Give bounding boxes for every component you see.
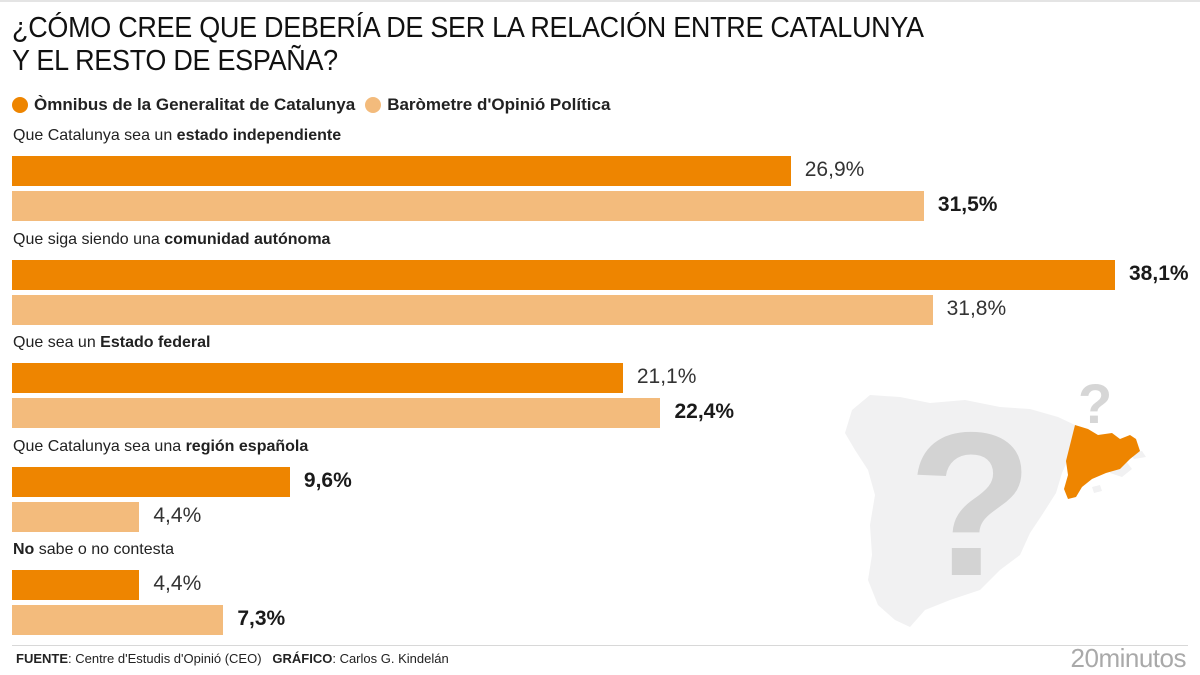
data-label: 31,5% — [937, 193, 998, 216]
chart-title: ¿CÓMO CREE QUE DEBERÍA DE SER LA RELACIÓ… — [12, 12, 1035, 78]
legend: Òmnibus de la Generalitat de Catalunya B… — [12, 95, 620, 115]
chart-title-line-2: Y EL RESTO DE ESPAÑA? — [12, 45, 338, 77]
category-label: Que Catalunya sea una región española — [13, 437, 309, 455]
spain-map-base — [845, 395, 1075, 627]
footer-divider — [12, 645, 1188, 646]
data-label: 7,3% — [237, 607, 286, 630]
bar-barometre — [12, 191, 924, 221]
source-label: FUENTE — [16, 651, 68, 666]
data-label: 22,4% — [674, 400, 735, 423]
bar-omnibus — [12, 259, 1115, 290]
bar-barometre — [12, 294, 933, 325]
bar-barometre — [12, 605, 224, 635]
graphic-label: GRÁFICO — [272, 651, 333, 666]
data-label: 26,9% — [804, 158, 865, 181]
balearic-islands — [1092, 451, 1146, 493]
bar-omnibus — [12, 466, 290, 497]
chart-title-line-1: ¿CÓMO CREE QUE DEBERÍA DE SER LA RELACIÓ… — [12, 12, 924, 44]
data-label: 38,1% — [1129, 261, 1189, 285]
data-label: 4,4% — [153, 503, 202, 527]
bar-omnibus — [12, 156, 791, 186]
brand-logo: 20minutos — [1070, 643, 1187, 673]
legend-item-barometre: Baròmetre d'Opinió Política — [365, 95, 610, 115]
data-label: 9,6% — [303, 468, 352, 492]
legend-swatch-omnibus — [12, 97, 28, 113]
catalonia-region — [1064, 425, 1140, 499]
bar-omnibus — [12, 363, 623, 393]
data-label: 21,1% — [636, 365, 697, 388]
bar-barometre — [12, 398, 661, 428]
spain-map-illustration: ? ? — [845, 372, 1146, 627]
legend-swatch-barometre — [365, 97, 382, 113]
data-label: 31,8% — [946, 296, 1007, 320]
bar-omnibus — [12, 570, 140, 600]
category-label: Que siga siendo una comunidad autónoma — [13, 230, 331, 248]
top-divider — [0, 0, 1200, 2]
legend-label-barometre: Baròmetre d'Opinió Política — [387, 95, 611, 114]
question-mark-large-icon: ? — [908, 390, 1033, 619]
category-label: No sabe o no contesta — [13, 541, 174, 558]
bar-barometre — [12, 501, 140, 532]
legend-label-omnibus: Òmnibus de la Generalitat de Catalunya — [34, 95, 356, 114]
category-label: Que sea un Estado federal — [13, 334, 211, 351]
legend-item-omnibus: Òmnibus de la Generalitat de Catalunya — [12, 95, 355, 115]
source-text: : Centre d'Estudis d'Opinió (CEO) — [68, 651, 262, 666]
question-mark-small-icon: ? — [1078, 372, 1112, 435]
graphic-text: : Carlos G. Kindelán — [332, 651, 449, 666]
data-label: 4,4% — [153, 572, 202, 595]
footer-credits: FUENTE: Centre d'Estudis d'Opinió (CEO) … — [16, 651, 449, 666]
category-label: Que Catalunya sea un estado independient… — [13, 127, 342, 144]
